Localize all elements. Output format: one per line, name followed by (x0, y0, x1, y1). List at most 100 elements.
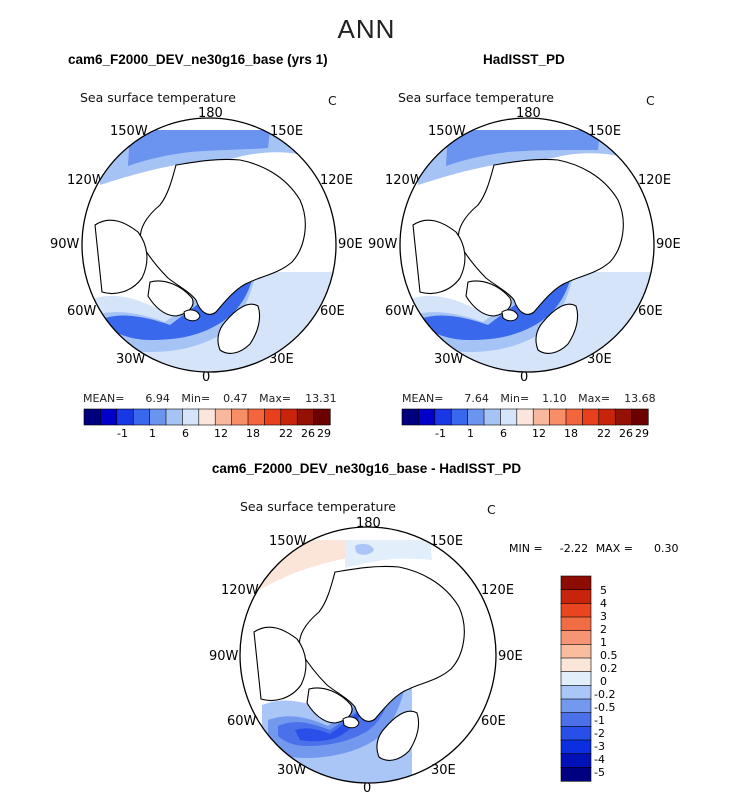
panel3-colorbar-swatch-2 (560, 603, 592, 618)
panel3-colorbar-swatch-12 (560, 739, 592, 755)
panel3-colorbar-swatch-3 (560, 616, 592, 632)
panel3-lon-120e: 120E (481, 583, 515, 598)
panel3-colorbar-swatch-8 (560, 685, 592, 700)
panel2-lon-90w: 90W (368, 237, 398, 252)
panel2-lon-30w: 30W (434, 352, 464, 367)
panel1-land-europe (217, 303, 261, 354)
panel2-lon-30e: 30E (587, 352, 612, 367)
panel3-cb-label-4: 1 (600, 636, 607, 649)
panel3-diff-atlantic-core (295, 710, 362, 742)
panel3-lon-150w: 150W (269, 534, 307, 549)
panel3-lon-90w: 90W (209, 649, 239, 664)
panel3-colorbar-swatch-5 (560, 644, 592, 659)
panel1-land-iceland (183, 309, 201, 322)
panel3-min-value: -2.22 (559, 542, 589, 555)
panel1-cb-label-4: 18 (246, 427, 260, 440)
panel1-cb-label-1: 1 (149, 427, 156, 440)
panel1-min-label: Min= (181, 392, 211, 405)
panel3-colorbar-swatch-9 (560, 698, 592, 714)
panel2-lon-60w: 60W (385, 304, 415, 319)
panel3-lon-90e: 90E (498, 649, 523, 664)
panel3-cb-label-13: -4 (594, 753, 605, 766)
panel1-max-label: Max= (259, 392, 292, 405)
panel3-var-label: Sea surface temperature (240, 499, 396, 514)
panel2-lon-120e: 120E (638, 173, 672, 188)
panel1-lon-90w: 90W (50, 237, 80, 252)
panel2-land-america (412, 219, 466, 295)
panel2-colorbar (401, 408, 649, 426)
panel2-colorbar-swatch-14 (631, 408, 649, 426)
panel2-sst-pacific-warm (446, 130, 600, 166)
panel1-lon-180: 180 (198, 106, 223, 121)
panel1-colorbar-swatch-14 (313, 408, 331, 426)
panel2-cb-label-7: 29 (635, 427, 649, 440)
panel1-sst-pacific-warm (128, 130, 270, 166)
panel3-colorbar-swatch-6 (560, 657, 592, 673)
panel3-colorbar (560, 575, 592, 782)
panel3-cb-label-0: 5 (600, 584, 607, 597)
panel3-colorbar-swatch-11 (560, 726, 592, 741)
panel2-units: C (646, 93, 655, 108)
panel3-lon-120w: 120W (221, 583, 259, 598)
panel1-cb-label-3: 12 (214, 427, 228, 440)
panel1-land-america (94, 219, 148, 295)
panel3-min-label: MIN = (509, 542, 543, 555)
panel1-lon-30w: 30W (116, 352, 146, 367)
panel3-cb-label-8: -0.2 (594, 688, 616, 701)
panel2-lon-150w: 150W (428, 124, 466, 139)
panel1-map-border (81, 117, 337, 373)
panel2-var-label: Sea surface temperature (398, 90, 554, 105)
panel3-diff-pacific-light (345, 540, 432, 568)
panel3-max-value: 0.30 (653, 542, 679, 555)
panel2-lon-120w: 120W (385, 173, 423, 188)
panel1-lon-0: 0 (202, 370, 211, 385)
panel3-cb-label-2: 3 (600, 610, 607, 623)
panel3-units: C (487, 502, 496, 517)
panel2-cb-label-4: 18 (564, 427, 578, 440)
panel3-land-america (253, 626, 307, 702)
panel2-lon-150e: 150E (588, 124, 622, 139)
panel3-lon-30e: 30E (431, 763, 456, 778)
panel1-mean-value: 6.94 (145, 392, 170, 405)
panel2-land-iceland (501, 309, 519, 322)
panel2-cb-label-0: -1 (435, 427, 446, 440)
panel1-var-label: Sea surface temperature (80, 90, 236, 105)
panel3-cb-label-1: 4 (600, 597, 607, 610)
panel1-lon-60w: 60W (67, 304, 97, 319)
panel3-diff-pacific-dot (355, 543, 374, 555)
panel1-cb-label-2: 6 (182, 427, 189, 440)
panel3-cb-label-7: 0 (600, 675, 607, 688)
panel2-land-europe (535, 303, 579, 354)
panel3-lon-0: 0 (363, 781, 372, 796)
panel1-lon-30e: 30E (269, 352, 294, 367)
panel2-lon-180: 180 (516, 106, 541, 121)
panel3-cb-label-5: 0.5 (600, 649, 618, 662)
panel2-cb-label-1: 1 (467, 427, 474, 440)
panel3-colorbar-swatch-4 (560, 630, 592, 645)
panel2-mean-value: 7.64 (464, 392, 489, 405)
panel2-cb-label-2: 6 (500, 427, 507, 440)
panel2-cb-label-5: 22 (597, 427, 611, 440)
panel1-cb-label-6: 26 (301, 427, 315, 440)
panel3-colorbar-swatch-7 (560, 671, 592, 686)
panel3-lon-60w: 60W (227, 714, 257, 729)
panel3-title: cam6_F2000_DEV_ne30g16_base - HadISST_PD (211, 461, 522, 476)
panel3-max-label: MAX = (595, 542, 633, 555)
panel2-max-value: 13.68 (624, 392, 656, 405)
panel2-min-value: 1.10 (542, 392, 567, 405)
panel3-colorbar-swatch-1 (560, 589, 592, 604)
panel1-lon-120e: 120E (320, 173, 354, 188)
panel2-map-border (399, 117, 655, 373)
panel1-lon-60e: 60E (320, 304, 345, 319)
panel3-lon-60e: 60E (481, 714, 506, 729)
panel3-lon-30w: 30W (277, 763, 307, 778)
panel3-colorbar-swatch-14 (560, 767, 592, 782)
season-title: ANN (337, 14, 396, 44)
panel1-cb-label-0: -1 (117, 427, 128, 440)
panel1-cb-label-7: 29 (317, 427, 331, 440)
panel2-max-label: Max= (578, 392, 611, 405)
panel3-land-iceland (342, 716, 360, 729)
panel3-cb-label-10: -1 (594, 714, 605, 727)
